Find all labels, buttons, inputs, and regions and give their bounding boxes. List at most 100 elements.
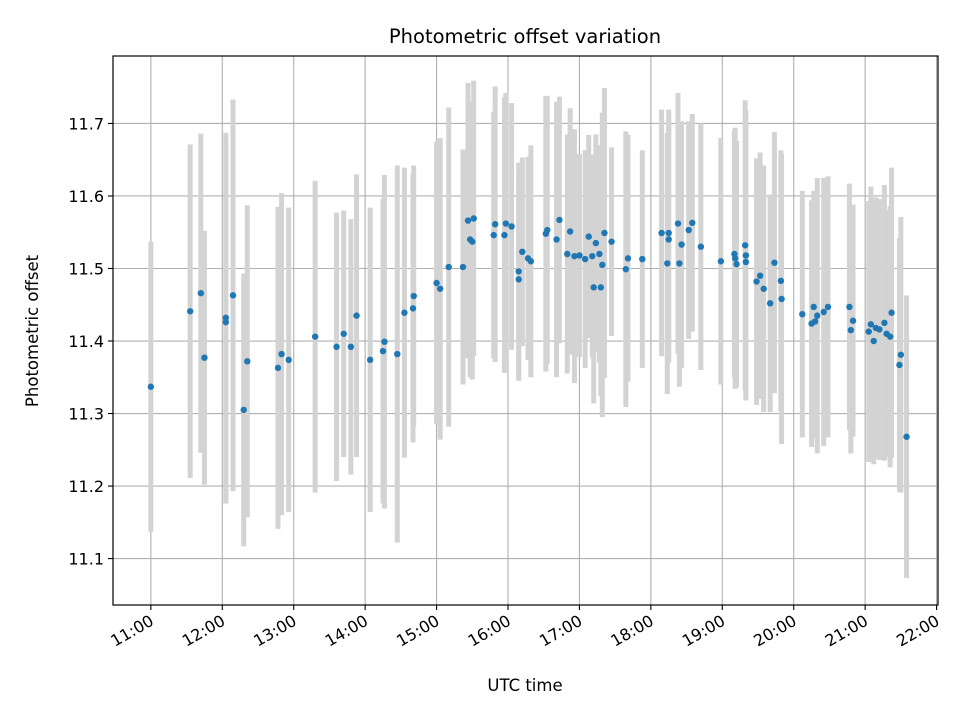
data-point [585,233,592,240]
y-axis-ticks: 11.1 11.2 11.3 11.4 11.5 11.6 11.7 [68,114,113,569]
data-point [742,252,750,259]
data-point [881,319,888,327]
data-point [229,292,237,299]
data-point [689,219,696,227]
data-point [760,285,767,292]
plot-frame [112,55,939,606]
data-point [697,243,705,250]
data-point [381,338,388,345]
data-point [147,383,155,390]
data-point [285,356,292,364]
data-point [849,317,857,324]
data-point [244,358,251,365]
data-point [470,215,477,222]
data-point [665,236,672,243]
data-point [777,277,785,285]
data-point [556,216,563,224]
data-point [527,258,535,265]
data-point [410,292,417,300]
data-point [865,328,872,335]
data-point [733,260,740,268]
data-point [753,278,760,285]
y-tick-label: 11.4 [68,332,104,351]
data-point [811,318,819,325]
chart-title: Photometric offset variation [389,25,661,48]
data-point [664,260,671,267]
data-point [888,309,895,316]
data-point [566,228,574,235]
data-point [222,314,230,322]
data-point [599,261,606,269]
data-point [867,321,875,328]
data-point [333,343,340,351]
data-point [311,333,319,340]
data-point [846,303,853,311]
data-point [401,309,408,316]
data-point [553,236,560,243]
y-axis-title: Photometric offset [23,254,42,407]
data-point [847,326,855,334]
data-point [778,295,785,303]
data-point [766,300,774,307]
data-point [491,221,499,228]
data-point [515,276,522,283]
data-point [433,279,440,287]
data-point [799,310,806,318]
data-point [502,220,510,227]
data-point [897,351,905,358]
data-point [592,239,600,247]
data-point [436,285,444,292]
data-point [601,229,608,237]
data-point [508,223,515,230]
data-point [394,350,401,358]
data-point [731,255,739,262]
data-point [876,326,883,333]
data-point [519,248,526,256]
data-point [274,364,282,372]
data-point [464,217,472,224]
data-point [820,308,827,316]
data-point [544,226,551,234]
data-point [622,266,630,273]
y-tick-label: 11.2 [68,477,104,496]
data-point [824,303,832,311]
data-point [639,255,646,263]
data-point [658,229,665,237]
data-point [678,241,685,248]
data-point [814,312,821,319]
data-point [353,312,360,319]
data-point [409,305,417,312]
data-point [676,260,683,267]
data-point [186,308,194,315]
data-point [810,303,817,311]
data-point [379,347,387,355]
data-point [590,284,597,291]
data-point [589,252,596,260]
data-point [596,250,603,258]
data-point [581,255,589,263]
data-point [197,289,205,297]
data-points [147,215,910,440]
data-point [674,220,682,227]
data-point [870,337,877,345]
y-tick-label: 11.3 [68,405,104,424]
data-point [576,252,583,259]
data-point [597,284,605,291]
data-point [240,406,247,414]
data-point [665,229,672,237]
y-tick-label: 11.5 [68,259,104,278]
data-point [278,350,285,358]
y-tick-label: 11.6 [68,187,104,206]
data-point [469,238,476,245]
data-point [717,258,725,265]
data-point [564,250,571,258]
y-tick-label: 11.7 [68,114,104,133]
y-tick-label: 11.1 [68,550,104,569]
data-point [445,263,452,271]
data-point [886,333,894,340]
data-point [501,231,508,239]
data-point [742,258,750,266]
data-point [459,263,467,271]
data-point [515,268,522,275]
data-point [741,242,749,249]
